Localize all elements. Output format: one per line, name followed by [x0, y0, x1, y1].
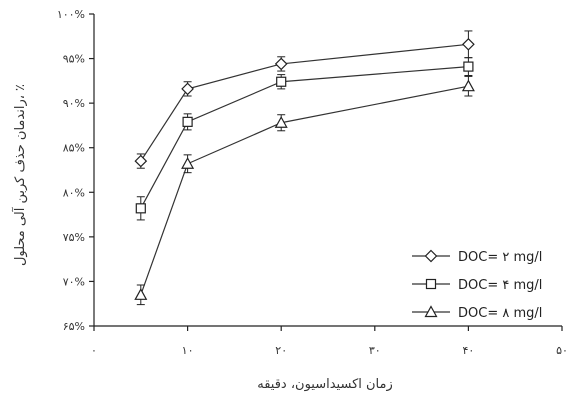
- series-group: [134, 30, 475, 306]
- data-point: [274, 57, 288, 71]
- series-square: [135, 57, 474, 221]
- data-point: [181, 82, 194, 96]
- series-diamond: [134, 30, 475, 169]
- legend-marker: [424, 249, 438, 263]
- x-axis-title: زمان اکسیداسیون، دقیقه: [257, 377, 393, 392]
- x-tick-label: ۴۰: [462, 344, 474, 357]
- y-tick-label: ۸۵%: [63, 142, 85, 155]
- series-line: [140, 43, 469, 162]
- legend-item: DOC= ۴ mg/l: [412, 278, 542, 293]
- data-point: [134, 288, 148, 300]
- data-point: [274, 116, 288, 128]
- data-point: [134, 154, 148, 168]
- data-point: [462, 37, 475, 51]
- x-tick-label: ۱۰: [182, 344, 194, 357]
- y-tick-label: ۹۰%: [63, 97, 85, 110]
- data-point: [276, 76, 287, 87]
- y-tick-label: ۷۰%: [63, 275, 85, 288]
- y-tick-label: ۹۵%: [63, 53, 85, 66]
- series-triangle: [134, 75, 475, 306]
- legend-marker: [425, 278, 437, 290]
- axes: ۶۵% ۷۰% ۷۵% ۸۰% ۸۵% ۹۰% ۹۵% ۱۰۰% ۰ ۱۰ ۲۰ ۳۰ ۴۰ ۵۰: [57, 8, 567, 357]
- y-tick-label: ۶۵%: [63, 320, 85, 333]
- data-point: [461, 79, 475, 92]
- x-tick-label: ۲۰: [275, 344, 287, 357]
- legend-label: DOC= ۴ mg/l: [458, 278, 542, 293]
- data-point: [135, 203, 146, 214]
- series-line: [140, 85, 469, 296]
- legend-marker: [424, 305, 438, 318]
- x-tick-label: ۳۰: [369, 344, 381, 357]
- data-point: [181, 157, 195, 169]
- x-tick-label: ۵۰: [556, 344, 567, 357]
- series-line: [140, 65, 469, 209]
- x-tick-label: ۰: [91, 344, 97, 357]
- y-tick-label: ۱۰۰%: [57, 8, 85, 21]
- legend-item: DOC= ۲ mg/l: [412, 249, 542, 265]
- y-tick-label: ۸۰%: [63, 186, 85, 199]
- data-point: [463, 61, 474, 72]
- legend-label: DOC= ۲ mg/l: [458, 250, 542, 265]
- legend-item: DOC= ۸ mg/l: [412, 305, 542, 321]
- data-point: [182, 116, 193, 127]
- legend: DOC= ۲ mg/l DOC= ۴ mg/l DOC= ۸ mg/l: [412, 249, 542, 321]
- y-axis-title: راندمان حذف کربن آلی محلول، ٪: [11, 84, 28, 266]
- y-tick-label: ۷۵%: [63, 231, 85, 244]
- legend-label: DOC= ۸ mg/l: [458, 306, 542, 321]
